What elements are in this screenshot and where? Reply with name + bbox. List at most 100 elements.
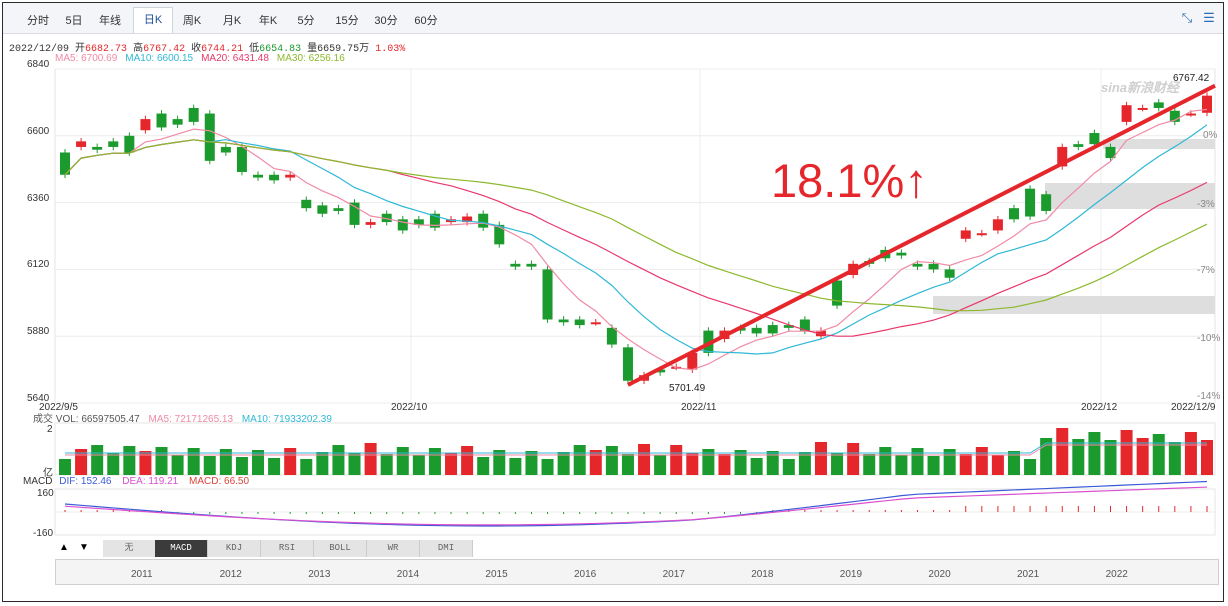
volume-bar <box>123 446 136 475</box>
candle-body <box>1121 105 1132 122</box>
volume-bar <box>557 452 570 475</box>
candle-body <box>510 263 521 267</box>
volume-bar <box>814 442 827 475</box>
volume-bar <box>396 447 409 475</box>
volume-bar <box>541 459 554 475</box>
candle-body <box>655 369 666 373</box>
candle-body <box>349 202 360 225</box>
volume-bar <box>911 448 924 475</box>
volume-bar <box>863 454 876 475</box>
pct-tick-label: -10% <box>1197 333 1221 344</box>
volume-bar <box>139 451 152 475</box>
candle-body <box>896 252 907 256</box>
indicator-tab-2[interactable]: KDJ <box>208 540 261 557</box>
tab-7[interactable]: 5分 <box>297 15 315 27</box>
volume-bar <box>235 457 248 475</box>
menu-icon[interactable]: ☰ <box>1203 10 1215 25</box>
volume-bar <box>203 456 216 475</box>
volume-bar <box>831 453 844 475</box>
ma-legend-item: MA20: 6431.48 <box>201 53 269 64</box>
candle-body <box>590 322 601 325</box>
indicator-tab-4[interactable]: BOLL <box>314 540 367 557</box>
volume-bar <box>155 447 168 475</box>
tab-2[interactable]: 年线 <box>99 15 121 27</box>
volume-bar <box>300 459 313 475</box>
indicator-tab-5[interactable]: WR <box>367 540 420 557</box>
candle-body <box>1105 146 1116 159</box>
candle-body <box>124 135 135 153</box>
candle-body <box>1025 188 1036 217</box>
volume-bar <box>605 446 618 475</box>
volume-bar <box>445 453 458 475</box>
arrow-up-icon[interactable]: ▲ <box>59 542 69 553</box>
tab-4[interactable]: 周K <box>182 15 202 27</box>
tab-6[interactable]: 年K <box>258 15 278 27</box>
navigator-year-label: 2011 <box>131 569 153 580</box>
tab-1[interactable]: 5日 <box>65 15 83 27</box>
candle-body <box>494 224 505 245</box>
volume-bar <box>59 459 71 475</box>
macd-dif-line <box>64 480 1208 527</box>
indicator-tab-3[interactable]: RSI <box>261 540 314 557</box>
candle-body <box>832 280 843 306</box>
volume-bar <box>589 450 602 475</box>
y-tick-label: 6600 <box>27 125 50 137</box>
volume-bar <box>959 454 972 475</box>
volume-bar <box>766 451 779 475</box>
arrow-down-icon[interactable]: ▼ <box>79 542 89 553</box>
ma-line-ma5 <box>64 108 1208 371</box>
tab-8[interactable]: 15分 <box>335 15 359 27</box>
ma-legend-item: MA30: 6256.16 <box>276 53 345 64</box>
info-date: 2022/12/09 <box>9 44 70 55</box>
volume-bar <box>734 450 747 475</box>
volume-bar <box>428 448 441 475</box>
x-tick-label: 2022/9/5 <box>39 402 78 413</box>
volume-bar <box>621 454 634 475</box>
trend-line <box>627 83 1216 387</box>
shrink-icon[interactable]: ⤡ <box>1181 10 1193 25</box>
y-tick-label: 5640 <box>27 393 50 404</box>
indicator-tab-0[interactable]: 无 <box>103 540 156 557</box>
candle-body <box>76 141 87 147</box>
volume-bar <box>332 445 345 475</box>
volume-bar <box>461 446 474 475</box>
volume-bar <box>252 450 265 475</box>
volume-bar <box>1104 440 1117 475</box>
volume-bar <box>798 452 811 475</box>
volume-bar <box>782 459 795 475</box>
ma-line-ma30 <box>64 139 1208 312</box>
candle-body <box>1185 113 1196 116</box>
volume-bar <box>975 447 988 475</box>
volume-bar <box>284 448 297 475</box>
ma-legend-item: MA10: 6600.15 <box>125 53 194 64</box>
tab-5[interactable]: 月K <box>222 15 242 27</box>
tab-0[interactable]: 分时 <box>27 15 49 27</box>
sina-watermark: sina新浪财经 <box>1101 80 1180 95</box>
candle-body <box>429 213 440 228</box>
indicator-tab-1[interactable]: MACD <box>155 540 208 557</box>
candle-body <box>767 325 778 334</box>
navigator-year-label: 2018 <box>751 569 774 580</box>
indicator-tab-6[interactable]: DMI <box>420 540 473 557</box>
tab-3[interactable]: 日K <box>133 7 173 33</box>
volume-y-top: 2 <box>47 424 53 435</box>
volume-bar <box>991 455 1004 475</box>
volume-bar <box>107 453 120 475</box>
navigator-year-label: 2013 <box>308 569 331 580</box>
candle-body <box>622 347 633 381</box>
volume-bar <box>509 458 522 475</box>
time-navigator[interactable] <box>55 559 1219 585</box>
candle-body <box>687 352 698 370</box>
volume-bar <box>348 453 361 475</box>
candle-body <box>301 199 312 209</box>
indicator-tab-bar: 无 MACD KDJ RSI BOLL WR DMI <box>55 540 475 558</box>
tab-9[interactable]: 30分 <box>374 15 398 27</box>
tab-10[interactable]: 60分 <box>414 15 438 27</box>
navigator-year-label: 2012 <box>219 569 242 580</box>
volume-ma5-line <box>65 444 1207 456</box>
candle-body <box>1057 146 1068 167</box>
navigator-year-label: 2022 <box>1105 569 1128 580</box>
candle-body <box>928 263 939 270</box>
candle-body <box>140 119 151 131</box>
price-panel-border <box>54 68 1216 404</box>
